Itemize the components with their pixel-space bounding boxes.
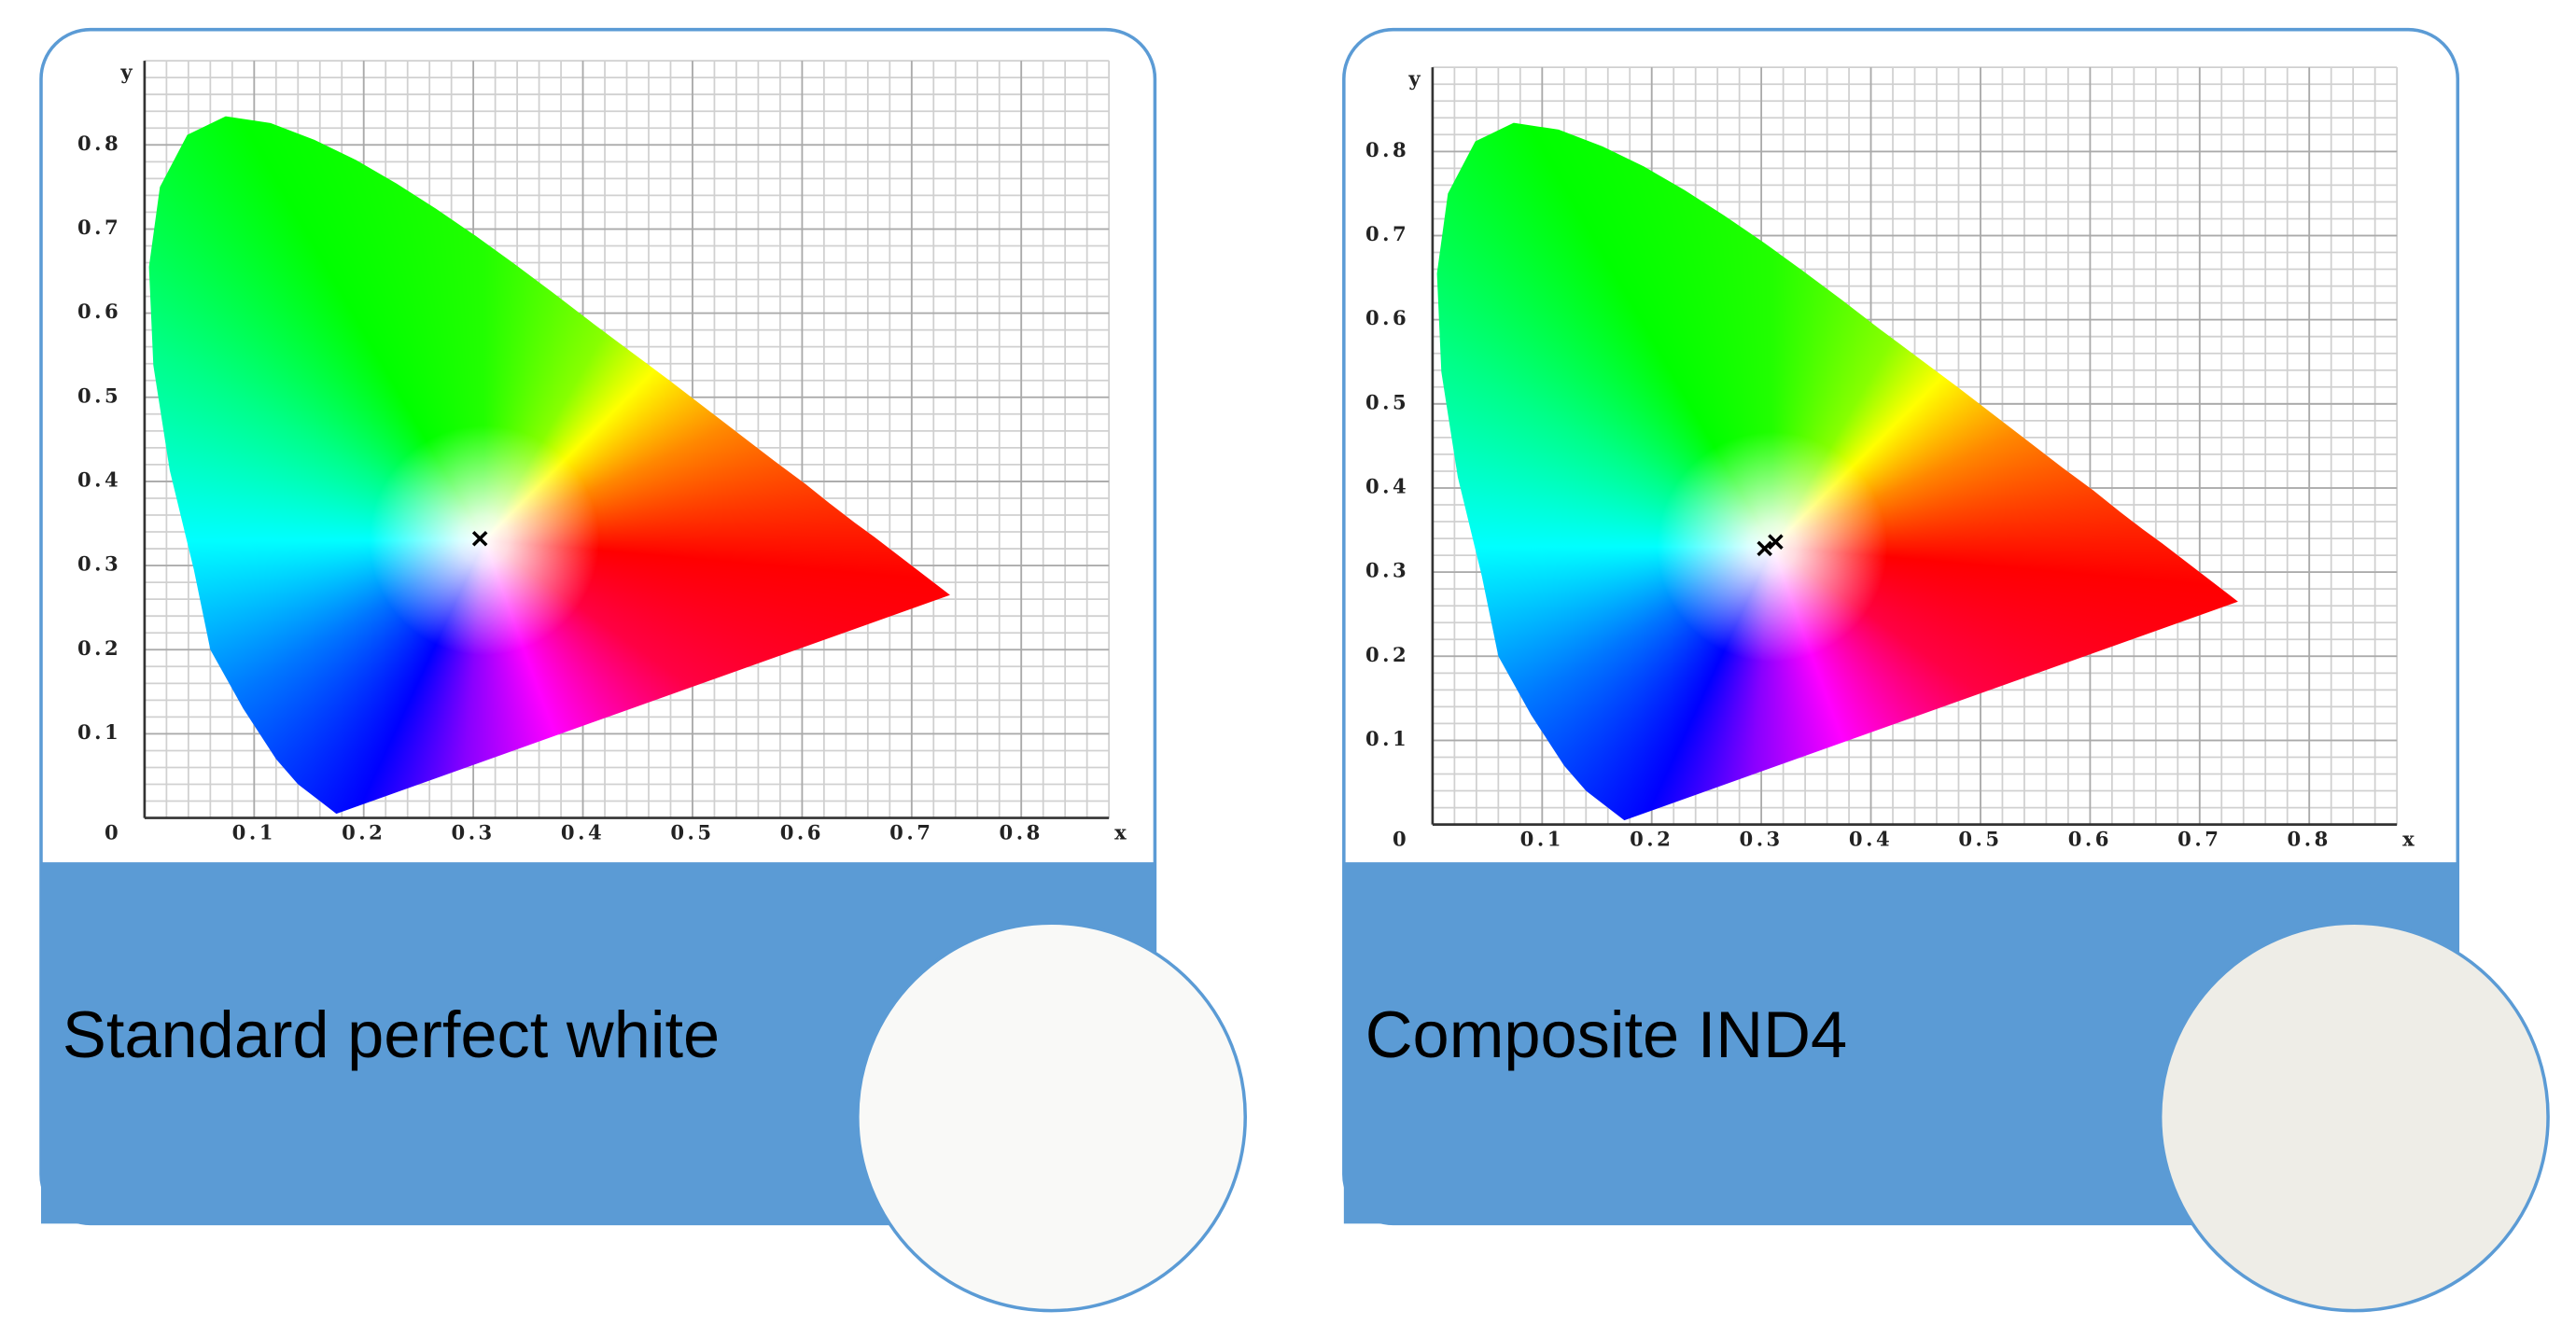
y-tick-label: 0 [1393,828,1409,851]
x-tick-label: 0.4 [561,821,605,844]
y-axis-label: y [119,61,135,84]
y-tick-label: 0.7 [77,216,121,239]
y-tick-label: 0 [105,821,121,844]
x-tick-label: 0.1 [232,821,276,844]
x-axis-label: x [1114,821,1129,844]
y-tick-label: 0.4 [77,467,121,491]
x-tick-label: 0.5 [1958,828,2002,851]
y-tick-label: 0.1 [1365,727,1409,750]
x-tick-label: 0.8 [1000,821,1043,844]
x-tick-label: 0.1 [1520,828,1564,851]
y-tick-label: 0.5 [1365,390,1409,413]
x-tick-label: 0.7 [889,821,933,844]
point [1768,534,1784,550]
y-tick-label: 0.8 [77,132,121,155]
point [1757,540,1772,557]
x-tick-label: 0.3 [451,821,495,844]
y-axis-label: y [1407,67,1423,91]
point [471,530,488,547]
y-tick-label: 0.2 [77,636,121,660]
caption: Composite IND4 [1365,997,1847,1071]
y-tick-label: 0.8 [1365,138,1409,161]
caption: Standard perfect white [63,997,720,1071]
y-tick-label: 0.3 [77,552,121,576]
x-tick-label: 0.8 [2288,828,2331,851]
x-tick-label: 0.5 [670,821,714,844]
x-tick-label: 0.2 [1630,828,1673,851]
y-tick-label: 0.5 [77,384,121,407]
x-tick-label: 0.6 [780,821,824,844]
x-tick-label: 0.4 [1849,828,1893,851]
y-tick-label: 0.6 [1365,306,1409,329]
y-tick-label: 0.4 [1365,474,1409,497]
x-tick-label: 0.7 [2177,828,2221,851]
y-tick-label: 0.2 [1365,643,1409,666]
color-swatch [856,921,1247,1313]
y-tick-label: 0.1 [77,720,121,744]
x-tick-label: 0.2 [342,821,385,844]
y-tick-label: 0.7 [1365,222,1409,245]
color-swatch [2158,921,2550,1313]
x-tick-label: 0.6 [2068,828,2112,851]
x-axis-label: x [2402,828,2417,851]
x-tick-label: 0.3 [1739,828,1783,851]
y-tick-label: 0.3 [1365,559,1409,582]
y-tick-label: 0.6 [77,300,121,323]
